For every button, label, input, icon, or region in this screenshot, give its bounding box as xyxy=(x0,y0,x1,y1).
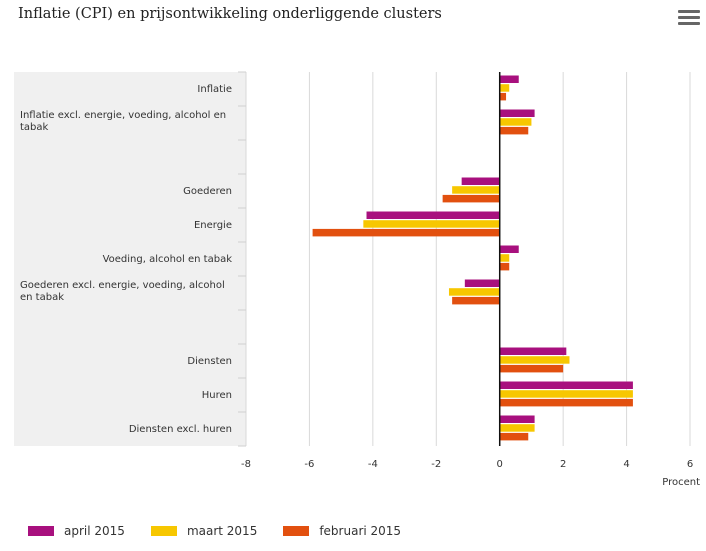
x-tick-label: 0 xyxy=(497,459,503,470)
x-axis-title: Procent xyxy=(662,477,700,488)
bar-maart xyxy=(499,84,510,92)
category-label: tabak xyxy=(20,122,49,133)
bar-februari xyxy=(499,398,633,407)
category-label: en tabak xyxy=(20,292,64,303)
legend-label-april: april 2015 xyxy=(64,524,125,538)
legend-swatch-februari xyxy=(283,526,310,536)
category-panel xyxy=(14,72,246,446)
bar-februari xyxy=(499,92,507,101)
bar-februari xyxy=(499,364,564,373)
bar-maart xyxy=(499,118,532,126)
bar-februari xyxy=(312,228,500,237)
x-tick-label: -6 xyxy=(304,459,314,470)
category-label: Huren xyxy=(202,390,232,401)
bar-februari xyxy=(499,262,510,271)
bar-april xyxy=(499,245,519,253)
x-tick-label: -8 xyxy=(241,459,251,470)
category-label: Inflatie xyxy=(197,84,232,95)
bar-februari xyxy=(499,126,529,135)
bar-maart xyxy=(452,186,500,194)
bar-april xyxy=(464,279,500,287)
legend-label-maart: maart 2015 xyxy=(186,524,258,538)
bar-april xyxy=(499,381,633,389)
x-tick-label: -2 xyxy=(431,459,441,470)
category-label: Diensten xyxy=(187,356,232,367)
bar-april xyxy=(461,177,500,185)
x-tick-label: 4 xyxy=(623,459,629,470)
bar-april xyxy=(499,109,535,117)
category-label: Diensten excl. huren xyxy=(129,424,232,435)
bar-maart xyxy=(499,390,633,398)
bar-maart xyxy=(499,424,535,432)
bar-februari xyxy=(499,432,529,441)
legend-item-februari[interactable]: februari 2015 xyxy=(283,524,401,538)
bar-maart xyxy=(499,356,570,364)
category-label: Voeding, alcohol en tabak xyxy=(103,254,233,265)
legend-swatch-april xyxy=(28,526,54,536)
category-label: Goederen xyxy=(183,186,232,197)
bar-april xyxy=(366,211,500,219)
legend-swatch-maart xyxy=(150,526,177,536)
bar-maart xyxy=(448,288,500,296)
chart-title: Inflatie (CPI) en prijsontwikkeling onde… xyxy=(18,6,442,22)
bar-april xyxy=(499,415,535,423)
bar-februari xyxy=(442,194,500,203)
hamburger-menu-icon[interactable] xyxy=(678,10,700,28)
category-label: Goederen excl. energie, voeding, alcohol xyxy=(20,280,225,291)
bar-maart xyxy=(363,220,500,228)
legend-item-april[interactable]: april 2015 xyxy=(28,524,125,538)
bar-april xyxy=(499,347,567,355)
bar-maart xyxy=(499,254,510,262)
x-tick-label: -4 xyxy=(368,459,378,470)
legend-label-februari: februari 2015 xyxy=(319,524,402,538)
legend: april 2015 maart 2015 februari 2015 xyxy=(28,524,427,538)
x-tick-label: 2 xyxy=(560,459,566,470)
legend-item-maart[interactable]: maart 2015 xyxy=(150,524,258,538)
category-label: Energie xyxy=(194,220,232,231)
bar-april xyxy=(499,75,519,83)
x-tick-label: 6 xyxy=(687,459,693,470)
category-label: Inflatie excl. energie, voeding, alcohol… xyxy=(20,110,226,121)
bar-februari xyxy=(452,296,500,305)
